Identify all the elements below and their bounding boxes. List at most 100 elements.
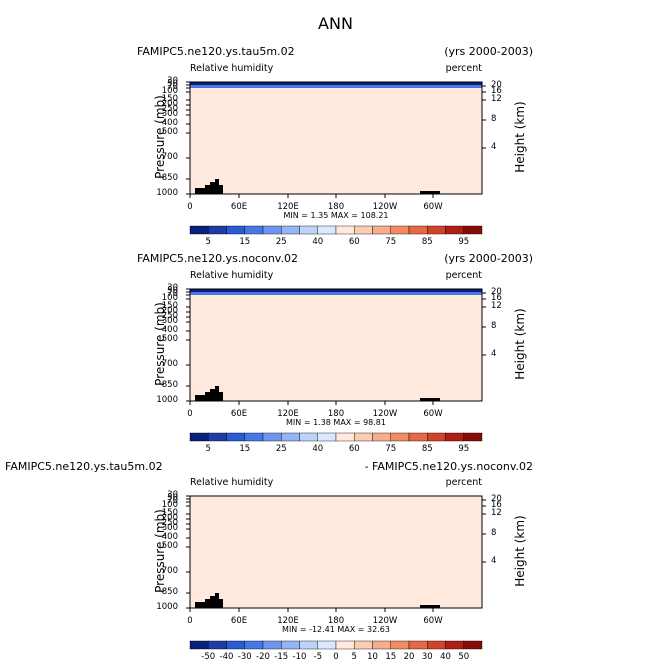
variable-label: Relative humidity	[190, 63, 274, 74]
colorbar-swatch	[281, 225, 300, 235]
colorbar-label: -20	[256, 652, 270, 662]
colorbar-label: 95	[458, 237, 470, 247]
colorbar-swatch	[244, 225, 264, 235]
x-tick-label: 60W	[423, 616, 443, 626]
colorbar-swatch	[262, 432, 282, 442]
topography-africa	[195, 179, 223, 194]
colorbar-label: 60	[348, 444, 360, 454]
colorbar-label: 15	[239, 444, 251, 454]
colorbar-swatch	[445, 640, 464, 650]
colorbar-swatch	[463, 640, 483, 650]
height-tick-label: 16	[491, 500, 502, 510]
colorbar-label: 5	[205, 237, 211, 247]
colorbar-swatch	[299, 225, 318, 235]
colorbar-label: -10	[292, 652, 307, 662]
height-tick-label: 4	[491, 142, 497, 152]
colorbar-label: 15	[239, 237, 251, 247]
x-tick-label: 180	[327, 202, 345, 212]
x-tick-label: 180	[327, 616, 345, 626]
colorbar-swatch	[408, 225, 428, 235]
contour-field-1	[190, 82, 482, 194]
colorbar-swatch	[262, 640, 282, 650]
colorbar-swatch	[226, 640, 245, 650]
y-tick-label: 50	[167, 493, 178, 503]
y-tick-label: 500	[161, 334, 178, 344]
colorbar-swatch	[427, 640, 446, 650]
y-tick-label: 250	[161, 518, 178, 528]
colorbar-label: 25	[275, 444, 287, 454]
case-title-right: (yrs 2000-2003)	[444, 45, 533, 58]
colorbar-swatch	[408, 640, 428, 650]
y-tick-label: 700	[161, 359, 178, 369]
colorbar-label: 20	[403, 652, 415, 662]
y-tick-label: 300	[161, 523, 178, 533]
y-tick-label: 250	[161, 311, 178, 321]
x-tick-label: 120E	[277, 616, 299, 626]
y-tick-label: 30	[167, 490, 178, 500]
colorbar-label: -40	[219, 652, 234, 662]
height-tick-label: 12	[491, 94, 502, 104]
colorbar-label: 50	[458, 652, 470, 662]
colorbar-label: 40	[312, 237, 324, 247]
y-tick-label: 100	[161, 293, 178, 303]
colorbar-swatch	[281, 640, 300, 650]
y-tick-label: 1000	[156, 602, 178, 612]
case-title-right: (yrs 2000-2003)	[444, 252, 533, 265]
x-tick-label: 60W	[423, 409, 443, 419]
y-tick-label: 200	[161, 99, 178, 109]
colorbar-label: 60	[348, 237, 360, 247]
colorbar-label: 85	[421, 444, 433, 454]
case-title-left: FAMIPC5.ne120.ys.noconv.02	[137, 252, 298, 265]
colorbar-label: 25	[275, 237, 287, 247]
colorbar-swatch	[244, 640, 264, 650]
colorbar-label: 40	[312, 444, 324, 454]
min-max-stats: MIN = 1.38 MAX = 98.81	[286, 418, 386, 427]
colorbar-swatch	[445, 225, 464, 235]
y-tick-label: 1000	[156, 188, 178, 198]
topography-andes	[420, 191, 440, 194]
page-title: ANN	[318, 14, 353, 33]
y-axis-title: Pressure (mb)	[153, 302, 167, 386]
colorbar-label: 10	[367, 652, 378, 662]
height-tick-label: 20	[491, 80, 502, 90]
height-tick-label: 16	[491, 86, 502, 96]
height-tick-label: 12	[491, 301, 502, 311]
y-tick-label: 50	[167, 286, 178, 296]
x-tick-label: 0	[187, 202, 193, 212]
topography-andes	[420, 398, 440, 401]
y-tick-label: 70	[167, 289, 178, 299]
height-tick-label: 4	[491, 349, 497, 359]
units-label: percent	[445, 63, 482, 74]
colorbar-swatch	[372, 225, 391, 235]
colorbar-swatch	[299, 432, 318, 442]
contour-field-3	[190, 496, 482, 608]
y-tick-label: 850	[161, 173, 178, 183]
colorbar-swatch	[390, 640, 410, 650]
y-tick-label: 500	[161, 127, 178, 137]
x-tick-label: 120W	[372, 202, 398, 212]
y-tick-label: 400	[161, 118, 178, 128]
colorbar-label: 5	[351, 652, 357, 662]
colorbar-label: -5	[313, 652, 322, 662]
colorbar-swatch	[390, 225, 410, 235]
height-tick-label: 20	[491, 494, 502, 504]
colorbar-swatch	[335, 640, 355, 650]
x-tick-label: 120W	[372, 409, 398, 419]
colorbar-swatch	[226, 432, 245, 442]
colorbar-label: -50	[201, 652, 216, 662]
colorbar-label: 95	[458, 444, 470, 454]
y-tick-label: 30	[167, 76, 178, 86]
y-tick-label: 700	[161, 152, 178, 162]
colorbar-swatch	[408, 432, 428, 442]
x-tick-label: 120E	[277, 202, 299, 212]
colorbar-label: 30	[421, 652, 433, 662]
contour-field-2	[190, 289, 482, 401]
y-tick-label: 30	[167, 283, 178, 293]
colorbar-swatch	[189, 640, 209, 650]
x-tick-label: 60E	[230, 616, 248, 626]
colorbar-label: 0	[333, 652, 339, 662]
y-tick-label: 1000	[156, 395, 178, 405]
colorbar-swatch	[463, 432, 483, 442]
y-right-axis-title: Height (km)	[513, 101, 527, 173]
